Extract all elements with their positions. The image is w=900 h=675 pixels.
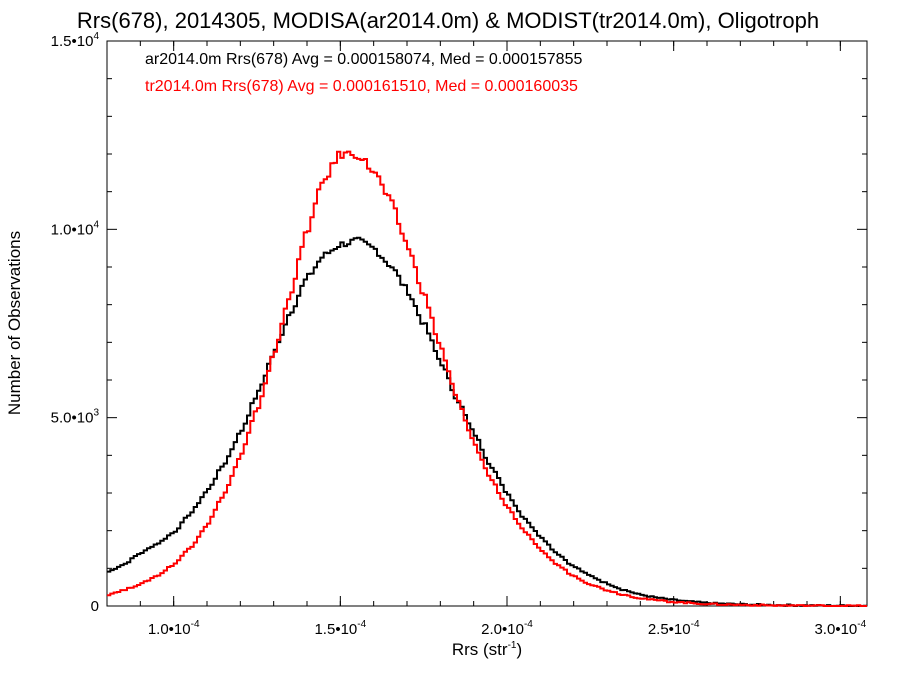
y-axis-ticks: 0 5.0•103 1.0•104 1.5•104	[51, 31, 867, 615]
legend-entry-tr: tr2014.0m Rrs(678) Avg = 0.000161510, Me…	[145, 78, 578, 95]
series-layer	[107, 150, 867, 607]
x-axis-title: Rrs (str-1)	[452, 640, 522, 659]
x-tick-label: 1.5•10-4	[314, 619, 366, 638]
y-axis-title: Number of Observations	[5, 231, 24, 415]
x-tick-label: 2.5•10-4	[648, 619, 700, 638]
y-tick-label: 5.0•103	[51, 408, 100, 427]
chart-title: Rrs(678), 2014305, MODISA(ar2014.0m) & M…	[77, 8, 819, 33]
series-line-1	[107, 150, 867, 607]
x-axis-ticks: 1.0•10-4 1.5•10-4 2.0•10-4 2.5•10-4 3.0•10-4	[106, 41, 867, 638]
y-tick-label: 1.0•104	[51, 219, 100, 238]
x-tick-label: 3.0•10-4	[814, 619, 866, 638]
x-tick-label: 2.0•10-4	[481, 619, 533, 638]
y-tick-label: 0	[91, 598, 99, 615]
legend-entry-ar: ar2014.0m Rrs(678) Avg = 0.000158074, Me…	[145, 51, 582, 68]
series-line-0	[107, 236, 867, 607]
plot-frame	[106, 40, 868, 607]
x-tick-label: 1.0•10-4	[148, 619, 200, 638]
y-tick-label: 1.5•104	[51, 31, 100, 50]
